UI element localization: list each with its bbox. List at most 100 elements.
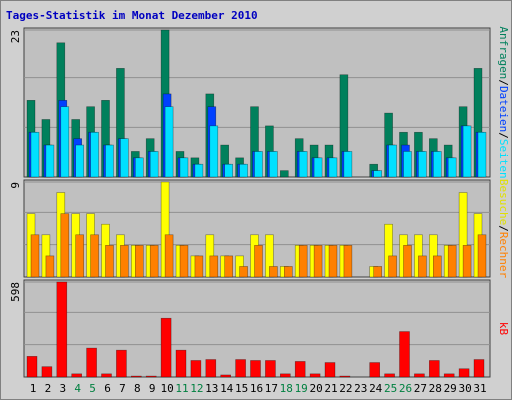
bar bbox=[343, 245, 353, 278]
legend: Besuche/Rechner bbox=[497, 179, 510, 279]
x-tick-label: 3 bbox=[59, 382, 66, 395]
x-tick-label: 16 bbox=[250, 382, 263, 395]
bar bbox=[41, 366, 53, 378]
legend-separator: / bbox=[497, 79, 510, 86]
bar bbox=[313, 157, 323, 178]
y-tick-label: 23 bbox=[9, 30, 22, 43]
bar bbox=[373, 266, 383, 278]
bar bbox=[328, 245, 338, 278]
x-tick-label: 1 bbox=[30, 382, 37, 395]
x-tick-label: 18 bbox=[280, 382, 293, 395]
bar bbox=[343, 151, 353, 178]
x-tick-label: 8 bbox=[134, 382, 141, 395]
bar bbox=[224, 163, 233, 178]
bar bbox=[388, 144, 397, 178]
x-tick-label: 22 bbox=[339, 382, 352, 395]
bar bbox=[90, 131, 99, 178]
chart-title: Tages-Statistik im Monat Dezember 2010 bbox=[6, 9, 258, 22]
x-tick-label: 21 bbox=[324, 382, 337, 395]
bar bbox=[388, 255, 397, 278]
bar bbox=[56, 281, 68, 378]
x-tick-label: 13 bbox=[205, 382, 218, 395]
bar bbox=[120, 138, 129, 178]
legend-entry: Anfragen bbox=[497, 26, 510, 79]
x-tick-label: 11 bbox=[175, 382, 188, 395]
x-tick-label: 17 bbox=[265, 382, 278, 395]
bar bbox=[209, 125, 219, 178]
legend-separator: / bbox=[497, 225, 510, 232]
bar bbox=[384, 373, 395, 378]
bar bbox=[403, 245, 412, 278]
bar bbox=[298, 245, 308, 278]
bar bbox=[30, 234, 40, 278]
x-tick-label: 5 bbox=[89, 382, 96, 395]
x-tick-label: 23 bbox=[354, 382, 367, 395]
bar bbox=[283, 266, 293, 278]
legend: Anfragen/Dateien/Seiten bbox=[497, 26, 510, 178]
legend-entry: Seiten bbox=[497, 139, 510, 179]
bar bbox=[175, 349, 187, 378]
bar bbox=[105, 245, 114, 278]
x-tick-label: 14 bbox=[220, 382, 234, 395]
bar bbox=[269, 266, 278, 278]
bar bbox=[447, 157, 457, 178]
bar bbox=[220, 374, 231, 378]
bar bbox=[164, 106, 174, 178]
bar bbox=[30, 131, 40, 178]
bar bbox=[462, 125, 472, 178]
bar bbox=[239, 163, 248, 178]
bar bbox=[45, 255, 55, 278]
bar bbox=[477, 131, 487, 178]
bar bbox=[432, 255, 442, 278]
bar bbox=[235, 359, 246, 378]
bar bbox=[86, 347, 97, 378]
bar bbox=[190, 360, 202, 378]
bar bbox=[414, 373, 425, 378]
legend-entry: Dateien bbox=[497, 86, 510, 132]
bar bbox=[135, 157, 144, 178]
bar bbox=[418, 255, 427, 278]
bar bbox=[309, 373, 321, 378]
y-tick-label: 9 bbox=[9, 182, 22, 189]
bar bbox=[71, 373, 82, 378]
legend-entry: Rechner bbox=[497, 232, 510, 279]
bar bbox=[194, 163, 204, 178]
legend: kB bbox=[497, 322, 510, 336]
x-tick-label: 20 bbox=[309, 382, 322, 395]
bar bbox=[294, 361, 306, 378]
bar bbox=[145, 375, 157, 378]
bar bbox=[279, 373, 291, 378]
bar bbox=[473, 359, 485, 378]
x-tick-label: 15 bbox=[235, 382, 248, 395]
x-tick-label: 7 bbox=[119, 382, 126, 395]
bar bbox=[298, 151, 308, 178]
x-tick-label: 24 bbox=[369, 382, 383, 395]
x-tick-label: 19 bbox=[295, 382, 308, 395]
bar bbox=[105, 144, 114, 178]
bar bbox=[265, 360, 276, 378]
bar bbox=[269, 151, 278, 178]
bar bbox=[75, 144, 84, 178]
bar bbox=[443, 373, 455, 378]
x-tick-label: 10 bbox=[160, 382, 173, 395]
bar bbox=[116, 349, 127, 378]
x-tick-label: 27 bbox=[414, 382, 427, 395]
bar bbox=[477, 234, 487, 278]
bar bbox=[373, 170, 383, 178]
bar bbox=[339, 375, 351, 378]
bar bbox=[399, 331, 410, 378]
bar bbox=[458, 368, 470, 378]
x-tick-label: 6 bbox=[104, 382, 111, 395]
x-tick-label: 2 bbox=[45, 382, 52, 395]
bar bbox=[250, 360, 261, 378]
bar bbox=[418, 151, 427, 178]
bar bbox=[135, 245, 144, 278]
legend-entry: kB bbox=[497, 322, 510, 336]
bar bbox=[101, 373, 112, 378]
x-tick-label: 25 bbox=[384, 382, 397, 395]
x-tick-label: 30 bbox=[458, 382, 471, 395]
bar bbox=[149, 245, 159, 278]
bar bbox=[254, 151, 263, 178]
bar bbox=[26, 356, 38, 378]
